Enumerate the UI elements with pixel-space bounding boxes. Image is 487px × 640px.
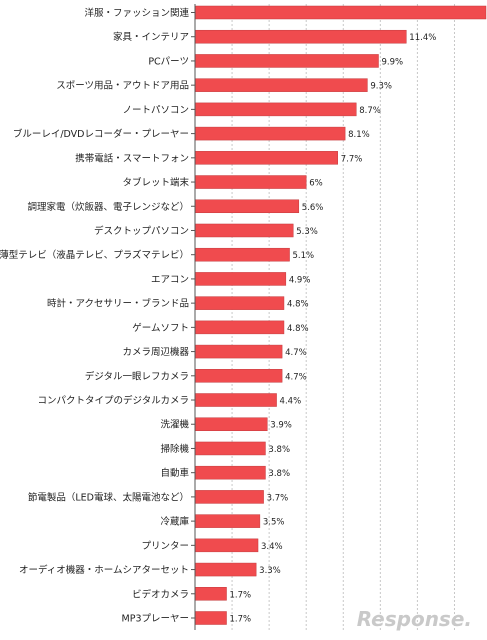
bar xyxy=(194,5,487,20)
bars xyxy=(191,5,487,625)
value-label: 1.7% xyxy=(230,590,252,600)
grid-lines xyxy=(231,4,455,630)
bar xyxy=(194,369,283,383)
bar xyxy=(194,126,346,141)
value-label: 3.7% xyxy=(267,493,289,503)
value-label: 3.5% xyxy=(263,518,285,528)
bar xyxy=(194,490,264,504)
bar xyxy=(194,223,294,238)
value-label: 1.7% xyxy=(230,615,252,625)
category-label: ゲームソフト xyxy=(132,322,189,334)
bar xyxy=(194,562,257,577)
value-label: 9.3% xyxy=(370,82,392,92)
value-label: 8.7% xyxy=(359,106,381,116)
category-label: 家具・インテリア xyxy=(113,31,189,43)
bar xyxy=(194,102,357,117)
watermark-text: Response. xyxy=(357,607,472,631)
bar xyxy=(194,151,338,165)
bar xyxy=(194,320,285,335)
bar xyxy=(194,587,227,601)
value-label: 3.8% xyxy=(268,445,290,455)
bar xyxy=(194,29,407,44)
value-label: 8.1% xyxy=(348,130,370,140)
category-label: 洋服・ファッション関連 xyxy=(84,7,189,19)
value-label: 4.9% xyxy=(289,275,311,285)
bar xyxy=(194,393,277,407)
category-label: MP3プレーヤー xyxy=(122,614,189,625)
category-label: ノートパソコン xyxy=(122,105,189,116)
value-label: 4.7% xyxy=(285,372,307,382)
bar xyxy=(194,344,283,359)
value-label: 9.9% xyxy=(381,57,403,67)
value-label: 3.4% xyxy=(261,542,283,552)
category-label: 薄型テレビ（液晶テレビ、プラズマテレビ） xyxy=(0,249,189,261)
value-label: 5.6% xyxy=(302,203,324,213)
category-label: ブルーレイ/DVDレコーダー・プレーヤー xyxy=(13,128,189,140)
bar xyxy=(194,417,268,431)
category-label: 冷蔵庫 xyxy=(160,516,189,528)
bar xyxy=(194,296,285,310)
bar xyxy=(194,611,227,625)
value-label: 11.4% xyxy=(409,33,436,43)
value-label: 3.8% xyxy=(268,469,290,479)
category-label: 携帯電話・スマートフォン xyxy=(75,152,189,164)
value-label: 5.1% xyxy=(293,251,315,261)
category-label: 自動車 xyxy=(160,467,189,479)
value-label: 4.7% xyxy=(285,348,307,358)
category-label: スポーツ用品・アウトドア用品 xyxy=(56,81,189,92)
bar xyxy=(194,54,379,68)
bar xyxy=(194,441,266,456)
category-label: コンパクトタイプのデジタルカメラ xyxy=(37,395,189,407)
bar xyxy=(194,465,266,480)
category-label: オーディオ機器・ホームシアターセット xyxy=(19,564,189,576)
bar xyxy=(194,175,307,189)
category-label: 節電製品（LED電球、太陽電池など） xyxy=(28,491,189,503)
value-label: 7.7% xyxy=(341,154,363,164)
category-label: デスクトップパソコン xyxy=(94,225,189,237)
category-label: カメラ周辺機器 xyxy=(122,346,189,358)
value-label: 5.3% xyxy=(296,227,318,237)
value-label: 3.9% xyxy=(270,421,292,431)
category-label: ビデオカメラ xyxy=(132,588,189,600)
value-label: 4.8% xyxy=(287,324,309,334)
category-label: 時計・アクセサリー・ブランド品 xyxy=(47,298,189,310)
category-label: PCパーツ xyxy=(148,56,189,67)
value-label: 4.8% xyxy=(287,300,309,310)
category-label: 掃除機 xyxy=(160,443,189,455)
category-label: 調理家電（炊飯器、電子レンジなど） xyxy=(27,201,189,213)
bar xyxy=(194,199,300,214)
value-label: 3.3% xyxy=(259,566,281,576)
value-label: 4.4% xyxy=(280,397,302,407)
category-label: タブレット端末 xyxy=(122,177,189,189)
category-label: 洗濯機 xyxy=(160,419,189,431)
bar xyxy=(194,514,261,528)
bar xyxy=(194,272,287,286)
value-label: 6% xyxy=(309,179,323,189)
value-labels: 11.4% 9.9% 9.3% 8.7% 8.1% 7.7% 6% 5.6% 5.3% 5.1% 4… xyxy=(230,33,437,624)
bar xyxy=(194,78,368,92)
category-label: プリンター xyxy=(141,541,189,552)
bar xyxy=(194,247,290,262)
category-label: エアコン xyxy=(151,274,189,285)
category-label: デジタル一眼レフカメラ xyxy=(85,370,189,382)
bar xyxy=(194,538,259,553)
